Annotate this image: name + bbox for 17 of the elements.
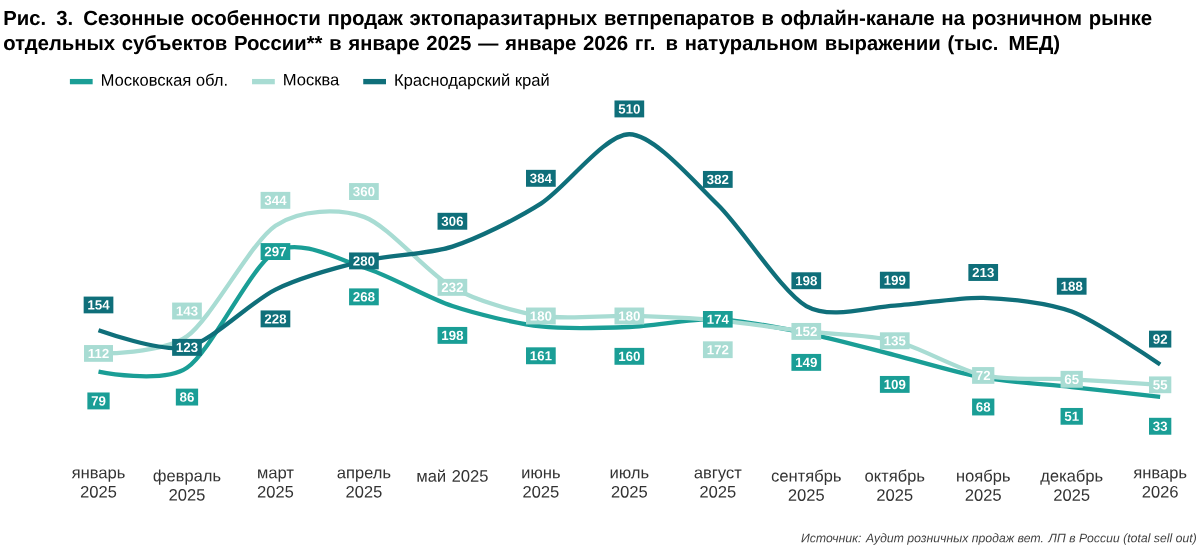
x-tick-label: февраль 2025 [153,469,221,501]
x-tick-label: май 2025 [417,469,488,482]
x-tick-label: сентябрь 2025 [771,469,841,501]
x-tick-label: июнь 2025 [522,469,560,498]
x-tick-label: август 2025 [694,469,742,498]
x-tick-label: апрель 2025 [337,469,391,498]
legend-label: Московская обл. [101,73,227,86]
chart-title: Рис. 3. Сезонные особенности продаж эктопаразитарных ветпрепаратов в офлайн-канале на розничном рынке отдельных субъектов России** в январе 2025 — январе 2026 гг. в натуральном выражении (тыс. МЕД) [4,9,1152,55]
x-tick-label: октябрь 2025 [865,469,925,501]
x-tick-label: январь 2025 [71,469,125,498]
x-tick-label: ноябрь 2025 [957,469,1010,501]
x-tick-label: июль 2025 [610,469,649,498]
legend-label: Москва [284,73,340,86]
x-tick-label: март 2025 [257,469,294,498]
x-tick-label: январь 2026 [1133,469,1187,498]
x-tick-label: декабрь 2025 [1040,469,1103,501]
legend-label: Краснодарский край [395,73,549,90]
